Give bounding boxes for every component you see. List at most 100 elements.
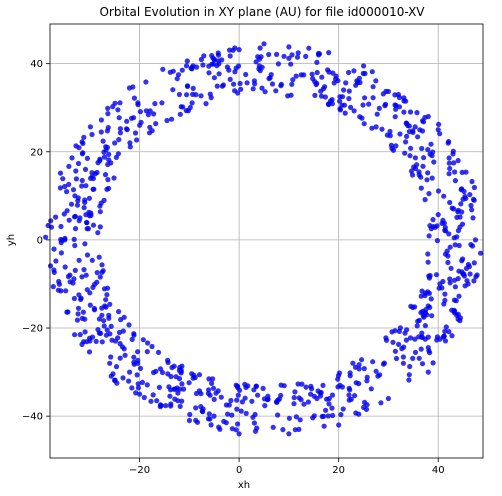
data-point — [76, 145, 82, 151]
data-point — [346, 96, 352, 102]
data-point — [209, 380, 215, 386]
data-point — [201, 53, 207, 59]
data-point — [400, 360, 406, 366]
data-point — [301, 401, 307, 407]
data-point — [396, 94, 402, 101]
data-point — [98, 200, 104, 206]
data-point — [164, 117, 170, 124]
y-tick-label: −40 — [22, 412, 43, 423]
data-point — [299, 381, 305, 387]
data-point — [298, 397, 304, 403]
data-point — [407, 109, 414, 115]
data-point — [471, 260, 477, 266]
data-point — [335, 373, 342, 379]
data-point — [340, 406, 346, 412]
data-point — [467, 192, 473, 198]
data-point — [97, 209, 103, 215]
data-point — [341, 102, 348, 108]
data-point — [418, 346, 424, 352]
data-point — [468, 202, 474, 209]
data-point — [418, 174, 424, 180]
data-point — [433, 272, 440, 278]
data-point — [216, 61, 222, 67]
data-point — [410, 129, 416, 135]
data-point — [106, 157, 112, 163]
data-point — [471, 197, 477, 203]
data-point — [303, 384, 309, 390]
data-point — [373, 78, 379, 84]
data-point — [446, 160, 452, 166]
data-point — [159, 100, 165, 106]
data-point — [115, 107, 121, 113]
data-point — [103, 332, 109, 338]
data-point — [268, 72, 274, 78]
data-point — [105, 161, 111, 168]
data-point — [91, 305, 97, 312]
data-point — [168, 387, 174, 393]
data-point — [75, 305, 82, 311]
data-point — [402, 150, 408, 156]
data-point — [120, 328, 126, 334]
data-point — [80, 309, 86, 315]
data-point — [331, 80, 337, 86]
data-point — [79, 151, 85, 157]
data-point — [291, 401, 297, 407]
data-point — [175, 72, 182, 78]
data-point — [160, 66, 166, 72]
data-point — [183, 63, 190, 69]
data-point — [445, 259, 451, 266]
data-point — [214, 83, 220, 89]
data-point — [64, 208, 70, 214]
data-point — [70, 280, 76, 286]
x-tick-label: −20 — [129, 465, 150, 476]
data-point — [206, 70, 212, 76]
data-point — [416, 169, 422, 175]
data-point — [84, 287, 90, 293]
data-point — [440, 217, 446, 223]
data-point — [451, 160, 457, 166]
data-point — [420, 313, 426, 319]
data-point — [356, 362, 362, 368]
data-point — [175, 390, 181, 396]
data-point — [127, 144, 133, 150]
data-point — [79, 183, 85, 189]
data-point — [478, 250, 484, 256]
data-point — [138, 119, 144, 125]
data-point — [189, 100, 195, 106]
data-point — [396, 341, 402, 347]
data-point — [76, 218, 82, 224]
data-point — [253, 383, 259, 389]
data-point — [415, 134, 421, 140]
data-point — [233, 382, 239, 388]
data-point — [50, 284, 56, 290]
data-point — [165, 371, 171, 377]
data-point — [426, 348, 432, 354]
data-point — [471, 278, 477, 284]
data-point — [105, 125, 111, 131]
data-point — [295, 50, 301, 56]
data-point — [257, 45, 263, 51]
data-point — [242, 395, 248, 401]
data-point — [286, 415, 292, 421]
data-point — [120, 375, 126, 381]
data-point — [409, 172, 416, 178]
data-point — [235, 392, 241, 398]
data-point — [469, 207, 475, 213]
data-point — [47, 263, 54, 269]
data-point — [435, 188, 442, 194]
data-point — [75, 311, 81, 317]
data-point — [101, 286, 108, 292]
data-point — [467, 271, 473, 277]
data-point — [210, 55, 216, 61]
data-point — [230, 47, 236, 53]
data-point — [64, 189, 70, 195]
data-point — [113, 364, 120, 370]
data-point — [229, 412, 235, 418]
data-point — [338, 412, 344, 418]
data-point — [373, 124, 379, 130]
data-point — [124, 118, 130, 124]
data-point — [311, 413, 317, 419]
data-point — [189, 66, 195, 72]
data-point — [471, 184, 477, 191]
